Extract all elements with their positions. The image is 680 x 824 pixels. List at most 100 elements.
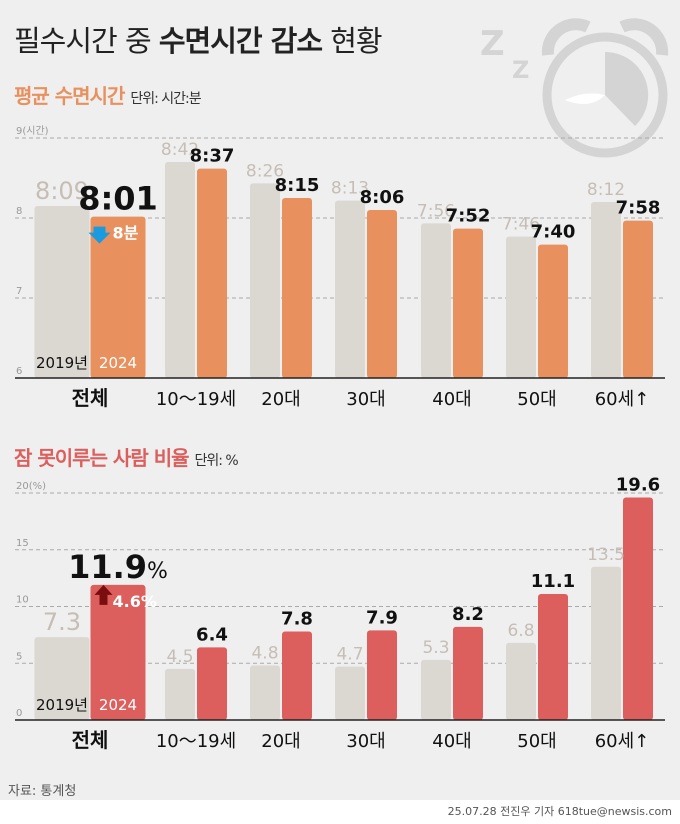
value-label-2024: 7:52 — [446, 206, 491, 227]
y-tick-label: 20(%) — [16, 481, 46, 492]
category-label: 10～19세 — [156, 389, 236, 410]
bar-2024 — [367, 210, 397, 378]
bar-2019 — [165, 162, 195, 378]
bar-2024 — [453, 228, 483, 378]
value-label-2019: 4.5 — [166, 647, 193, 667]
value-label-2024: 8.2 — [452, 604, 484, 625]
category-label: 50대 — [517, 389, 556, 410]
svg-text:Z: Z — [480, 24, 505, 64]
value-label-2024: 11.1 — [531, 571, 575, 592]
value-label-2019: 6.8 — [507, 621, 534, 641]
value-label-2019: 8:09 — [35, 177, 89, 205]
bar-2019 — [165, 668, 195, 720]
value-label-2024: 8:01 — [78, 180, 158, 218]
bar-2024 — [282, 198, 312, 378]
value-label-2019: 8:42 — [161, 140, 199, 160]
bar-2024 — [453, 626, 483, 720]
bar-2024 — [90, 216, 146, 378]
bar-2024 — [623, 220, 653, 378]
category-label: 60세↑ — [595, 389, 650, 410]
title-bold: 수면시간 감소 — [158, 24, 323, 58]
legend-2024: 2024 — [99, 696, 137, 714]
category-label: 20대 — [261, 731, 300, 752]
bar-2024 — [367, 630, 397, 720]
y-tick-label: 9(시간) — [16, 125, 49, 137]
source-note: 자료: 통계청 — [8, 784, 77, 799]
value-label-2024: 7.8 — [281, 608, 313, 629]
category-label: 전체 — [72, 728, 109, 752]
footer-bar — [0, 800, 680, 824]
bar-2019 — [506, 236, 536, 378]
credit-line: 25.07.28 전진우 기자 618tue@newsis.com — [447, 805, 672, 818]
value-label-2024: 6.4 — [196, 624, 228, 645]
category-label: 50대 — [517, 731, 556, 752]
value-label-2019: 8:13 — [331, 179, 369, 199]
page-title: 필수시간 중 수면시간 감소 현황 — [14, 18, 383, 60]
chart1-subtitle-text: 평균 수면시간 — [14, 84, 125, 108]
category-label: 20대 — [261, 389, 300, 410]
value-label-2024: 7.9 — [366, 607, 398, 628]
category-label: 40대 — [432, 389, 471, 410]
category-label: 10～19세 — [156, 731, 236, 752]
bar-2024 — [623, 497, 653, 720]
change-annotation: 4.6% — [113, 592, 157, 611]
value-label-2024: 8:37 — [190, 146, 235, 167]
bar-2024 — [538, 594, 568, 720]
category-label: 60세↑ — [595, 731, 650, 752]
bar-2019 — [591, 202, 621, 378]
bar-2019 — [335, 200, 365, 378]
bar-2019 — [421, 223, 451, 378]
alarm-clock-icon — [541, 18, 669, 158]
value-label-2024: 11.9% — [68, 548, 168, 586]
bar-2024 — [282, 631, 312, 720]
y-tick-label: 5 — [16, 651, 22, 662]
y-tick-label: 6 — [16, 366, 22, 377]
title-tail: 현황 — [322, 24, 382, 58]
arrow-up-icon — [94, 584, 113, 605]
value-label-2019: 7.3 — [43, 608, 81, 636]
value-label-2019: 13.5 — [587, 545, 625, 565]
bar-2019 — [250, 665, 280, 720]
bar-2024 — [90, 584, 146, 720]
category-label: 30대 — [346, 731, 385, 752]
legend-2019: 2019년 — [36, 354, 88, 372]
value-label-2019: 4.8 — [251, 644, 278, 664]
y-tick-label: 10 — [16, 595, 29, 606]
value-label-2024: 19.6 — [616, 475, 660, 496]
bar-2019 — [250, 183, 280, 378]
bar-2019 — [34, 637, 90, 720]
value-label-2019: 8:12 — [587, 180, 625, 200]
category-label: 40대 — [432, 731, 471, 752]
y-tick-label: 0 — [16, 708, 22, 719]
zzz-icon: ZZ — [480, 24, 529, 84]
bar-2024 — [197, 647, 227, 720]
y-tick-label: 8 — [16, 206, 22, 217]
value-label-2024: 8:06 — [360, 187, 405, 208]
bar-2024 — [538, 244, 568, 378]
chart2-subtitle-text: 잠 못이루는 사람 비율 — [14, 446, 189, 470]
category-label: 30대 — [346, 389, 385, 410]
bar-2019 — [506, 642, 536, 720]
chart1-unit: 단위: 시간:분 — [130, 91, 201, 107]
value-label-2019: 8:26 — [246, 161, 284, 181]
bar-2019 — [421, 659, 451, 720]
value-label-2024: 7:40 — [531, 222, 576, 243]
value-label-2024: 7:58 — [616, 198, 661, 219]
bar-2019 — [591, 566, 621, 720]
value-label-2019: 7:56 — [417, 201, 455, 221]
category-label: 전체 — [72, 386, 109, 410]
legend-2019: 2019년 — [36, 696, 88, 714]
title-normal: 필수시간 중 — [14, 24, 159, 58]
bar-2019 — [335, 666, 365, 720]
y-tick-label: 7 — [16, 286, 22, 297]
chart2-unit: 단위: % — [194, 453, 239, 469]
value-label-2019: 5.3 — [422, 638, 449, 658]
change-annotation: 8분 — [113, 224, 139, 243]
bar-2024 — [197, 168, 227, 378]
svg-text:Z: Z — [512, 56, 529, 84]
legend-2024: 2024 — [99, 354, 137, 372]
chart2-subtitle: 잠 못이루는 사람 비율 단위: % — [14, 442, 239, 471]
arrow-down-icon — [88, 226, 111, 244]
